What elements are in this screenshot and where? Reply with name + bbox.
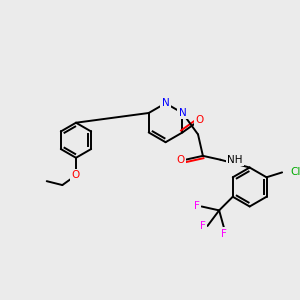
Text: N: N <box>162 98 170 108</box>
Text: Cl: Cl <box>290 167 300 177</box>
Text: F: F <box>194 202 200 212</box>
Text: O: O <box>195 115 203 125</box>
Text: O: O <box>72 170 80 180</box>
Text: F: F <box>200 221 206 231</box>
Text: F: F <box>221 229 227 239</box>
Text: NH: NH <box>227 155 243 165</box>
Text: N: N <box>178 108 186 118</box>
Text: O: O <box>176 155 184 165</box>
